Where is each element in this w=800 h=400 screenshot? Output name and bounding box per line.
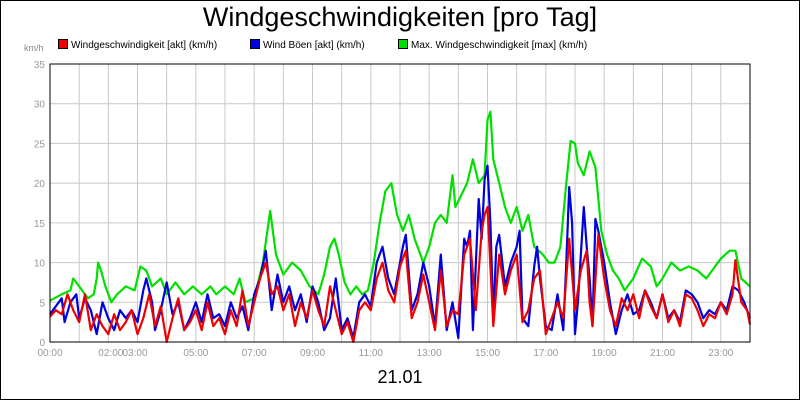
series-line bbox=[49, 205, 752, 344]
series-line bbox=[49, 110, 751, 304]
x-tick-label: 19:00 bbox=[592, 348, 617, 359]
x-tick-label: 00:00 bbox=[37, 348, 62, 359]
y-tick-label: 0 bbox=[39, 338, 45, 349]
legend-label: Max. Windgeschwindigkeit [max] (km/h) bbox=[411, 40, 588, 51]
x-tick-label: 05:00 bbox=[183, 348, 208, 359]
legend-item: Max. Windgeschwindigkeit [max] (km/h) bbox=[398, 39, 587, 51]
x-tick-label: 07:00 bbox=[242, 348, 267, 359]
y-tick-label: 35 bbox=[34, 60, 46, 71]
y-tick-label: 10 bbox=[34, 259, 46, 270]
y-tick-label: 15 bbox=[34, 219, 46, 230]
legend-item: Wind Böen [akt] (km/h) bbox=[250, 39, 365, 51]
x-tick-label: 11:00 bbox=[359, 348, 384, 359]
x-tick-label: 23:00 bbox=[708, 348, 733, 359]
x-tick-label: 15:00 bbox=[475, 348, 500, 359]
chart-title: Windgeschwindigkeiten [pro Tag] bbox=[202, 2, 598, 32]
x-tick-label: 03:00 bbox=[123, 348, 148, 359]
x-tick-label: 02:00 bbox=[98, 348, 123, 359]
y-axis-unit-label: km/h bbox=[24, 43, 44, 53]
series-line bbox=[49, 164, 752, 340]
legend-swatch bbox=[58, 39, 68, 49]
x-tick-label: 09:00 bbox=[300, 348, 325, 359]
legend-label: Wind Böen [akt] (km/h) bbox=[263, 40, 365, 51]
legend-item: Windgeschwindigkeit [akt] (km/h) bbox=[58, 39, 217, 51]
legend-swatch bbox=[250, 39, 260, 49]
y-tick-label: 5 bbox=[39, 298, 45, 309]
y-tick-label: 30 bbox=[34, 100, 46, 111]
legend-label: Windgeschwindigkeit [akt] (km/h) bbox=[71, 40, 218, 51]
x-axis-date-label: 21.01 bbox=[377, 367, 423, 387]
y-tick-label: 25 bbox=[34, 139, 46, 150]
x-tick-label: 21:00 bbox=[650, 348, 675, 359]
legend-swatch bbox=[398, 39, 408, 49]
x-tick-label: 17:00 bbox=[533, 348, 558, 359]
y-tick-label: 20 bbox=[34, 179, 46, 190]
x-tick-label: 13:00 bbox=[417, 348, 442, 359]
plot-border bbox=[49, 63, 751, 343]
